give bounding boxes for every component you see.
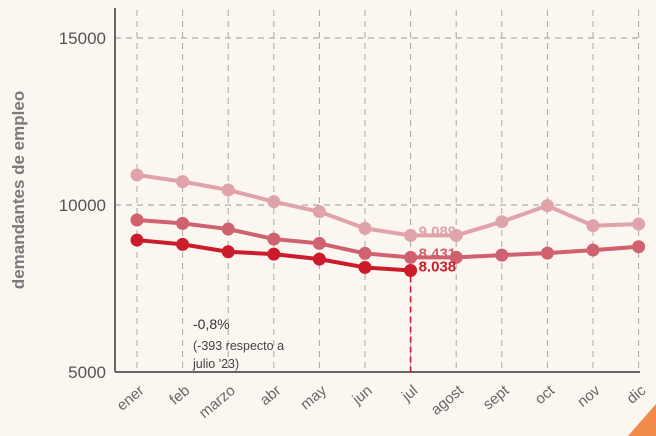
data-point bbox=[495, 215, 509, 229]
y-tick-label: 15000 bbox=[59, 29, 106, 48]
data-point bbox=[176, 216, 190, 230]
annotation-line2: julio '23) bbox=[192, 357, 239, 371]
data-point bbox=[130, 233, 144, 247]
data-point bbox=[404, 250, 418, 264]
end-value-label: 8.038 bbox=[419, 259, 457, 276]
annotation-line1: (-393 respecto a bbox=[193, 339, 284, 353]
data-point bbox=[540, 246, 554, 260]
x-tick-label: feb bbox=[166, 382, 193, 408]
end-value-label: 9.089 bbox=[419, 223, 457, 240]
series-line bbox=[135, 172, 641, 238]
x-tick-label: sept bbox=[480, 382, 513, 414]
data-point bbox=[221, 183, 235, 197]
data-point bbox=[176, 237, 190, 251]
annotation-main: -0,8% bbox=[193, 316, 230, 332]
y-axis-title: demandantes de empleo bbox=[9, 91, 28, 289]
data-point bbox=[267, 247, 281, 261]
data-point bbox=[586, 243, 600, 257]
data-point bbox=[540, 199, 554, 213]
data-point bbox=[632, 217, 646, 231]
x-tick-labels: ener feb marzo abr may jun jul agost sept oct nov d… bbox=[114, 382, 650, 422]
data-point bbox=[312, 252, 326, 266]
data-point bbox=[176, 175, 190, 189]
data-point bbox=[586, 219, 600, 233]
data-point bbox=[404, 228, 418, 242]
x-tick-label: marzo bbox=[196, 382, 239, 422]
grid-lines bbox=[115, 10, 640, 373]
data-point bbox=[267, 195, 281, 209]
data-point bbox=[449, 228, 463, 242]
data-point bbox=[404, 264, 418, 278]
x-tick-label: may bbox=[297, 382, 330, 414]
annotation: -0,8% (-393 respecto a julio '23) bbox=[192, 316, 284, 371]
data-point bbox=[267, 232, 281, 246]
data-point bbox=[358, 260, 372, 274]
end-value-label: 8.431 bbox=[419, 245, 457, 262]
series-2: 8.431 bbox=[130, 213, 646, 264]
y-tick-label: 5000 bbox=[68, 363, 106, 382]
x-tick-label: ener bbox=[114, 382, 148, 414]
data-point bbox=[312, 205, 326, 219]
data-point bbox=[130, 213, 144, 227]
x-tick-label: jun bbox=[349, 382, 376, 409]
x-tick-label: nov bbox=[574, 382, 604, 411]
data-point bbox=[495, 248, 509, 262]
x-tick-label: dic bbox=[624, 382, 650, 408]
data-point bbox=[358, 221, 372, 235]
x-tick-label: oct bbox=[532, 382, 559, 408]
series-1: 9.089 bbox=[130, 168, 646, 242]
y-tick-label: 10000 bbox=[59, 196, 106, 215]
data-point bbox=[449, 250, 463, 264]
data-point bbox=[221, 245, 235, 259]
x-tick-label: jul bbox=[398, 382, 421, 405]
data-point bbox=[221, 222, 235, 236]
data-point bbox=[632, 240, 646, 254]
data-point bbox=[130, 168, 144, 182]
series-line bbox=[135, 218, 641, 260]
data-point bbox=[358, 246, 372, 260]
corner-accent bbox=[628, 404, 656, 436]
y-tick-labels: 5000 10000 15000 bbox=[59, 29, 106, 382]
data-point bbox=[312, 236, 326, 250]
series-3: 8.038 bbox=[130, 233, 457, 278]
x-tick-label: abr bbox=[257, 382, 285, 409]
x-tick-label: agost bbox=[428, 382, 468, 419]
